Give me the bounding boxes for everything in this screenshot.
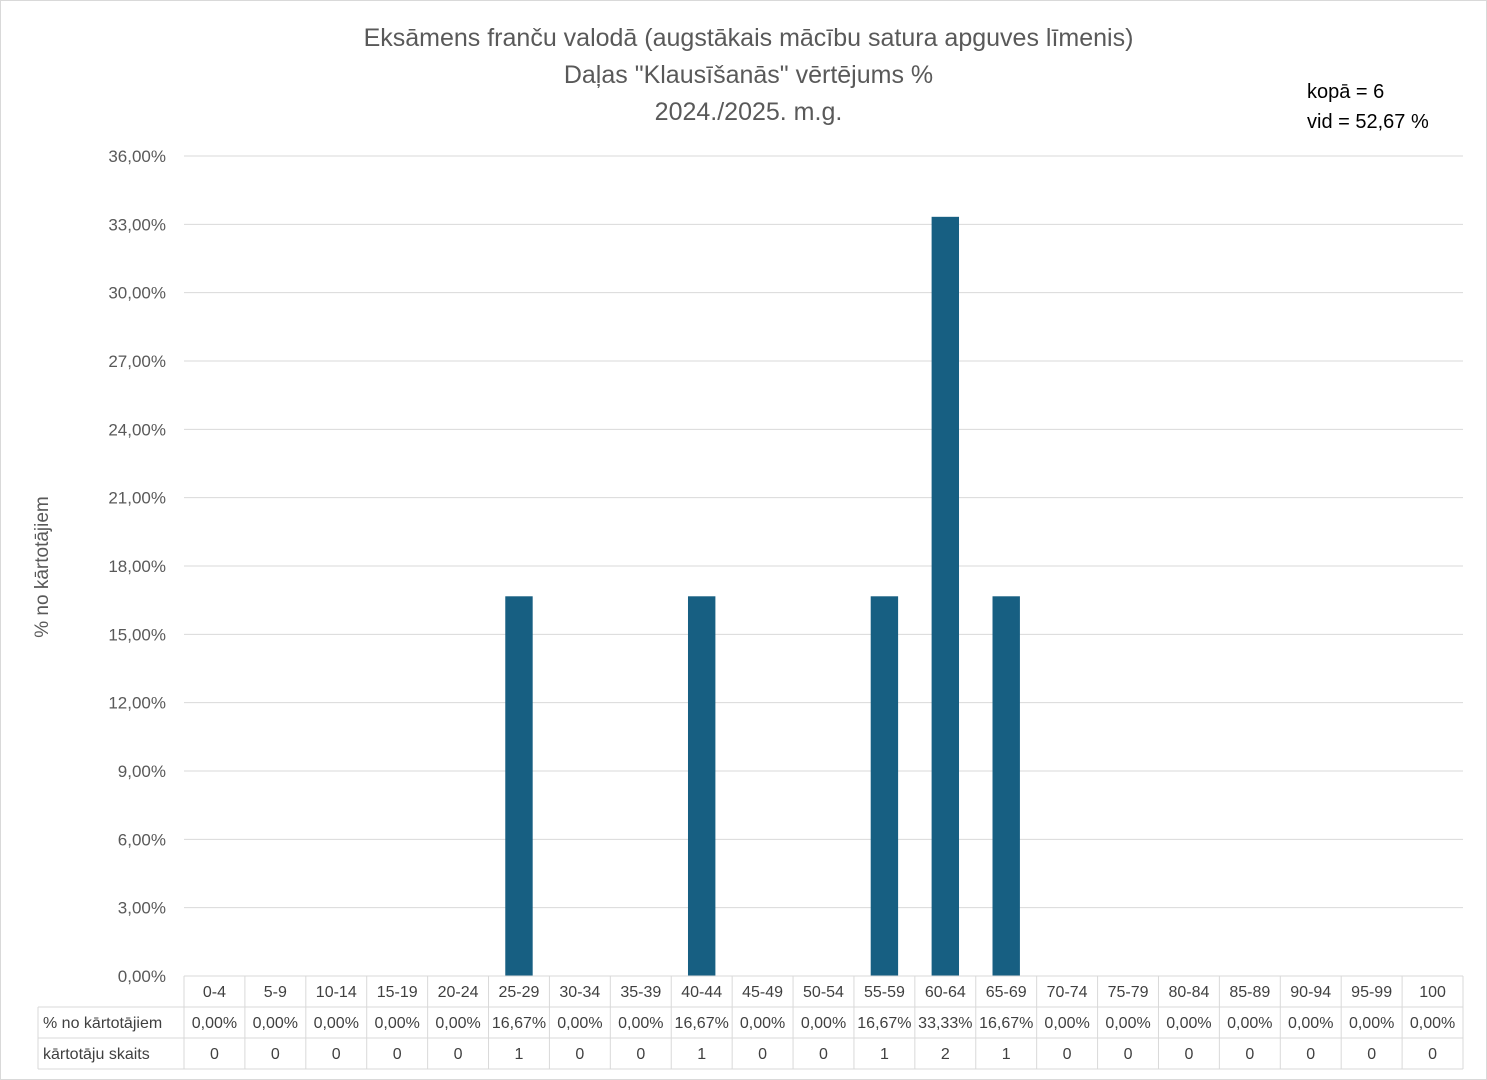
table-cell-value: 0	[636, 1046, 645, 1063]
table-cell-value: 0,00%	[618, 1015, 663, 1032]
total-annotation: kopā = 6	[1307, 81, 1385, 103]
category-label: 70-74	[1047, 984, 1088, 1001]
y-tick-label: 27,00%	[108, 352, 166, 371]
table-cell-value: 0,00%	[1044, 1015, 1089, 1032]
table-cell-value: 0	[332, 1046, 341, 1063]
category-label: 5-9	[264, 984, 287, 1001]
table-cell-value: 0	[1245, 1046, 1254, 1063]
table-cell-value: 0,00%	[557, 1015, 602, 1032]
table-cell-value: 16,67%	[492, 1015, 546, 1032]
bar	[992, 596, 1020, 976]
table-cell-value: 1	[697, 1046, 706, 1063]
category-label: 25-29	[499, 984, 540, 1001]
table-cell-value: 0	[393, 1046, 402, 1063]
category-label: 75-79	[1108, 984, 1149, 1001]
category-label: 35-39	[620, 984, 661, 1001]
y-tick-label: 3,00%	[118, 899, 166, 918]
category-label: 55-59	[864, 984, 905, 1001]
y-tick-label: 30,00%	[108, 284, 166, 303]
y-tick-label: 12,00%	[108, 694, 166, 713]
category-label: 30-34	[559, 984, 600, 1001]
table-cell-value: 1	[1002, 1046, 1011, 1063]
category-label: 65-69	[986, 984, 1027, 1001]
category-label: 50-54	[803, 984, 844, 1001]
table-cell-value: 0,00%	[192, 1015, 237, 1032]
table-cell-value: 0,00%	[740, 1015, 785, 1032]
category-label: 20-24	[438, 984, 479, 1001]
bar	[870, 596, 899, 976]
bar	[931, 216, 960, 977]
y-tick-label: 9,00%	[118, 762, 166, 781]
table-cell-value: 0,00%	[801, 1015, 846, 1032]
table-cell-value: 0	[1367, 1046, 1376, 1063]
table-cell-value: 0,00%	[374, 1015, 419, 1032]
table-cell-value: 0,00%	[314, 1015, 359, 1032]
table-row-label: kārtotāju skaits	[43, 1046, 150, 1063]
table-row-label: % no kārtotājiem	[43, 1015, 162, 1032]
y-tick-label: 36,00%	[108, 147, 166, 166]
y-tick-label: 21,00%	[108, 489, 166, 508]
y-tick-label: 24,00%	[108, 420, 166, 439]
y-tick-label: 18,00%	[108, 557, 166, 576]
y-tick-label: 0,00%	[118, 967, 166, 986]
table-cell-value: 0	[454, 1046, 463, 1063]
bar	[505, 596, 533, 976]
table-cell-value: 16,67%	[675, 1015, 729, 1032]
table-cell-value: 0	[271, 1046, 280, 1063]
y-tick-label: 15,00%	[108, 625, 166, 644]
table-cell-value: 0	[1124, 1046, 1133, 1063]
table-cell-value: 0,00%	[435, 1015, 480, 1032]
average-annotation: vid = 52,67 %	[1307, 111, 1429, 133]
table-cell-value: 0	[210, 1046, 219, 1063]
table-cell-value: 0,00%	[1166, 1015, 1211, 1032]
table-cell-value: 16,67%	[979, 1015, 1033, 1032]
table-cell-value: 16,67%	[857, 1015, 911, 1032]
y-tick-label: 33,00%	[108, 215, 166, 234]
table-cell-value: 1	[880, 1046, 889, 1063]
table-cell-value: 0,00%	[1227, 1015, 1272, 1032]
category-label: 60-64	[925, 984, 966, 1001]
table-cell-value: 0,00%	[1410, 1015, 1455, 1032]
category-label: 85-89	[1229, 984, 1270, 1001]
category-label: 90-94	[1290, 984, 1331, 1001]
table-cell-value: 0	[575, 1046, 584, 1063]
table-cell-value: 0	[758, 1046, 767, 1063]
table-cell-value: 2	[941, 1046, 950, 1063]
table-cell-value: 0	[1428, 1046, 1437, 1063]
category-label: 15-19	[377, 984, 418, 1001]
table-cell-value: 0	[1306, 1046, 1315, 1063]
y-tick-label: 6,00%	[118, 830, 166, 849]
category-label: 100	[1419, 984, 1446, 1001]
chart-title-line-2: Daļas "Klausīšanās" vērtējums %	[563, 61, 934, 89]
bar	[687, 596, 716, 976]
table-cell-value: 0	[1184, 1046, 1193, 1063]
table-cell-value: 0	[1063, 1046, 1072, 1063]
table-cell-value: 1	[515, 1046, 524, 1063]
table-cell-value: 0	[819, 1046, 828, 1063]
category-label: 95-99	[1351, 984, 1392, 1001]
category-label: 80-84	[1168, 984, 1209, 1001]
chart-title-line-3: 2024./2025. m.g.	[654, 98, 843, 126]
table-cell-value: 0,00%	[1105, 1015, 1150, 1032]
table-cell-value: 0,00%	[1349, 1015, 1394, 1032]
table-cell-value: 0,00%	[253, 1015, 298, 1032]
category-label: 0-4	[203, 984, 226, 1001]
chart-title-line-1: Eksāmens franču valodā (augstākais mācīb…	[363, 24, 1134, 52]
category-label: 40-44	[681, 984, 722, 1001]
table-cell-value: 0,00%	[1288, 1015, 1333, 1032]
category-label: 10-14	[316, 984, 357, 1001]
table-cell-value: 33,33%	[918, 1015, 972, 1032]
category-label: 45-49	[742, 984, 783, 1001]
